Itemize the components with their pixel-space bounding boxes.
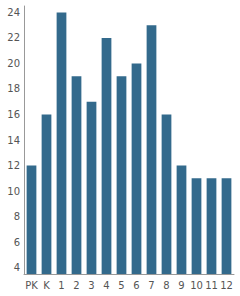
svg-text:16: 16 — [7, 109, 20, 120]
svg-text:4: 4 — [14, 262, 20, 273]
svg-text:8: 8 — [163, 280, 169, 291]
svg-text:5: 5 — [118, 280, 124, 291]
svg-text:9: 9 — [178, 280, 184, 291]
svg-text:18: 18 — [7, 83, 20, 94]
svg-text:12: 12 — [7, 160, 20, 171]
svg-text:K: K — [43, 280, 50, 291]
svg-text:2: 2 — [73, 280, 79, 291]
svg-text:12: 12 — [220, 280, 233, 291]
svg-text:10: 10 — [190, 280, 203, 291]
svg-text:6: 6 — [133, 280, 139, 291]
svg-text:10: 10 — [7, 186, 20, 197]
svg-text:6: 6 — [14, 237, 20, 248]
svg-text:1: 1 — [58, 280, 64, 291]
svg-text:8: 8 — [14, 211, 20, 222]
svg-text:20: 20 — [7, 58, 20, 69]
svg-text:11: 11 — [205, 280, 218, 291]
svg-text:24: 24 — [7, 7, 20, 18]
svg-text:4: 4 — [103, 280, 109, 291]
svg-text:PK: PK — [25, 280, 38, 291]
svg-text:7: 7 — [148, 280, 154, 291]
svg-text:22: 22 — [7, 32, 20, 43]
svg-text:3: 3 — [88, 280, 94, 291]
svg-text:14: 14 — [7, 135, 20, 146]
